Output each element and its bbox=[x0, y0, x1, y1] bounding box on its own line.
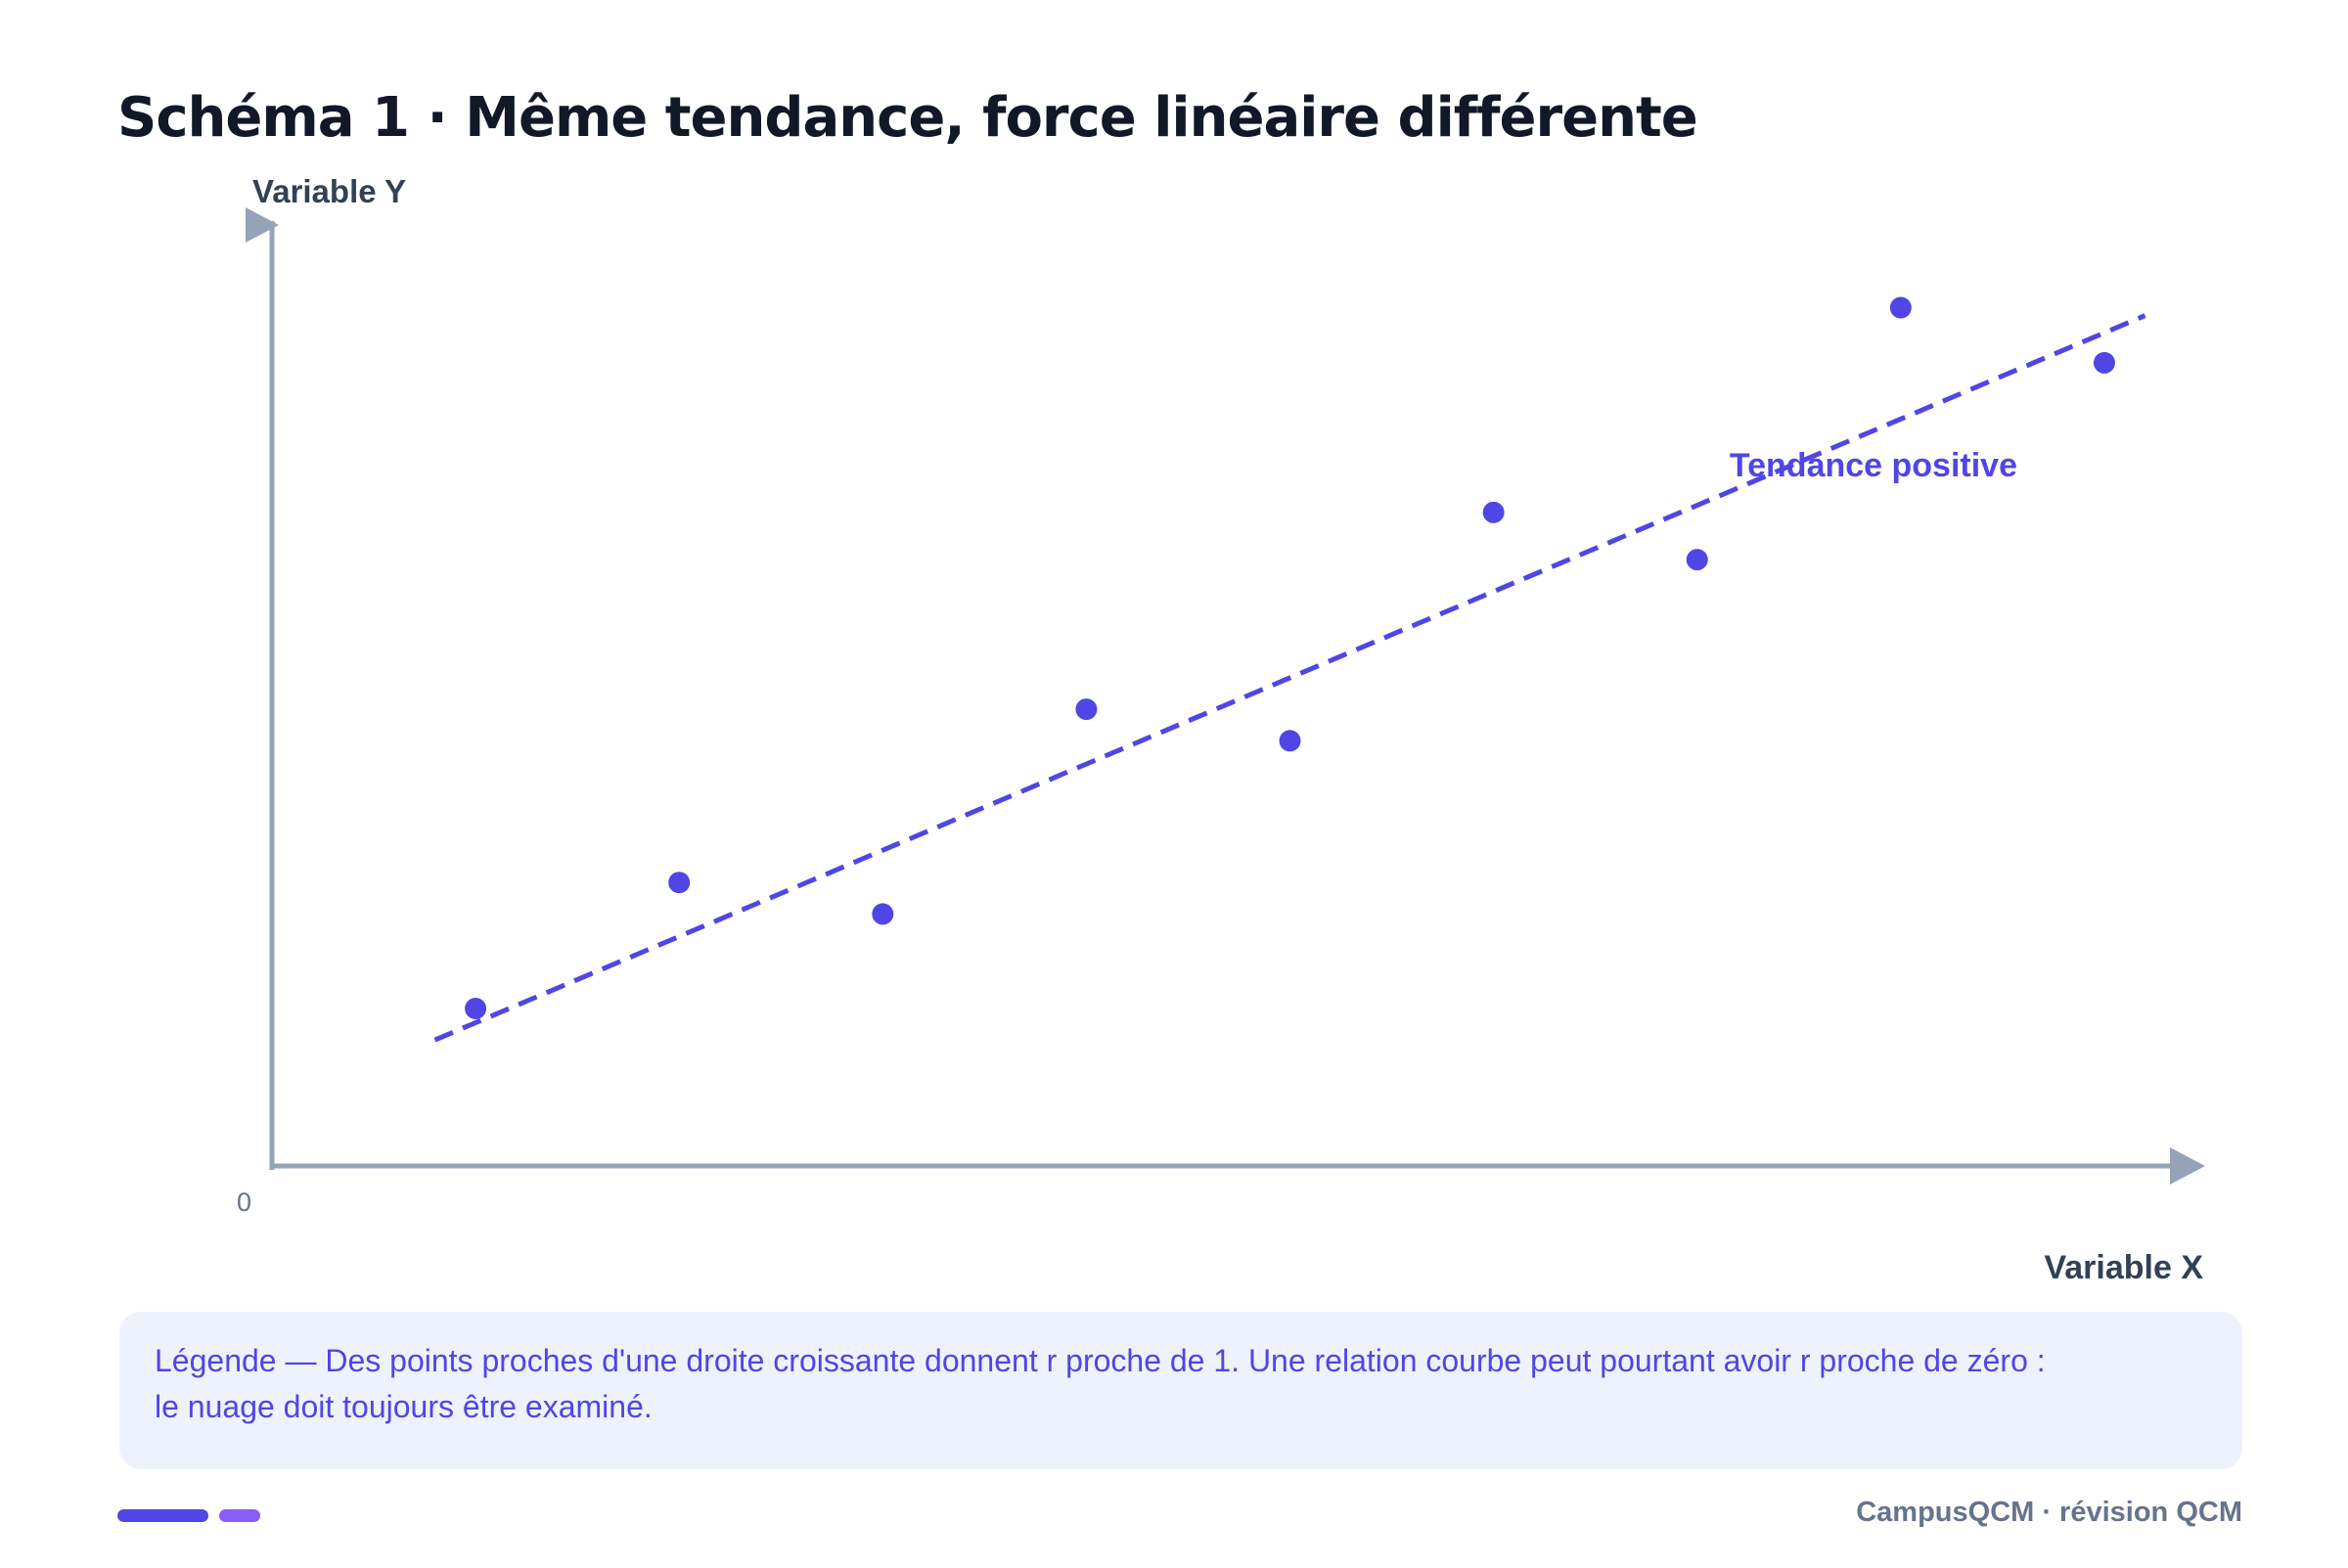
chart-axes bbox=[246, 207, 2205, 1185]
data-point bbox=[872, 903, 894, 925]
data-point bbox=[668, 872, 691, 894]
data-point bbox=[1889, 296, 1912, 319]
trend-line-label: Tendance positive bbox=[1730, 447, 2017, 484]
y-axis-label: Variable Y bbox=[252, 173, 406, 209]
data-point bbox=[1482, 501, 1505, 523]
x-axis-label: Variable X bbox=[2044, 1249, 2203, 1286]
footer-accent-bar-secondary bbox=[219, 1509, 260, 1522]
footer-brand: CampusQCM · révision QCM bbox=[1856, 1497, 2242, 1528]
data-point bbox=[1075, 698, 1098, 721]
data-point bbox=[1686, 549, 1708, 571]
data-point bbox=[465, 998, 487, 1019]
chart-title: Schéma 1 · Même tendance, force linéaire… bbox=[117, 86, 1698, 150]
caption-text: Légende — Des points proches d'une droit… bbox=[155, 1343, 2046, 1424]
data-points bbox=[465, 296, 2115, 1019]
trend-line bbox=[433, 313, 2146, 1043]
data-point bbox=[2093, 351, 2115, 374]
footer-accent-bar bbox=[117, 1509, 208, 1522]
x-axis-arrow-icon bbox=[2170, 1147, 2205, 1185]
scatter-chart: Variable Y Variable X 0 Tendance positiv… bbox=[237, 173, 2205, 1286]
origin-tick-label: 0 bbox=[237, 1187, 251, 1217]
caption-box: Légende — Des points proches d'une droit… bbox=[119, 1312, 2242, 1469]
y-axis-arrow-icon bbox=[246, 207, 279, 243]
data-point bbox=[1279, 730, 1301, 752]
